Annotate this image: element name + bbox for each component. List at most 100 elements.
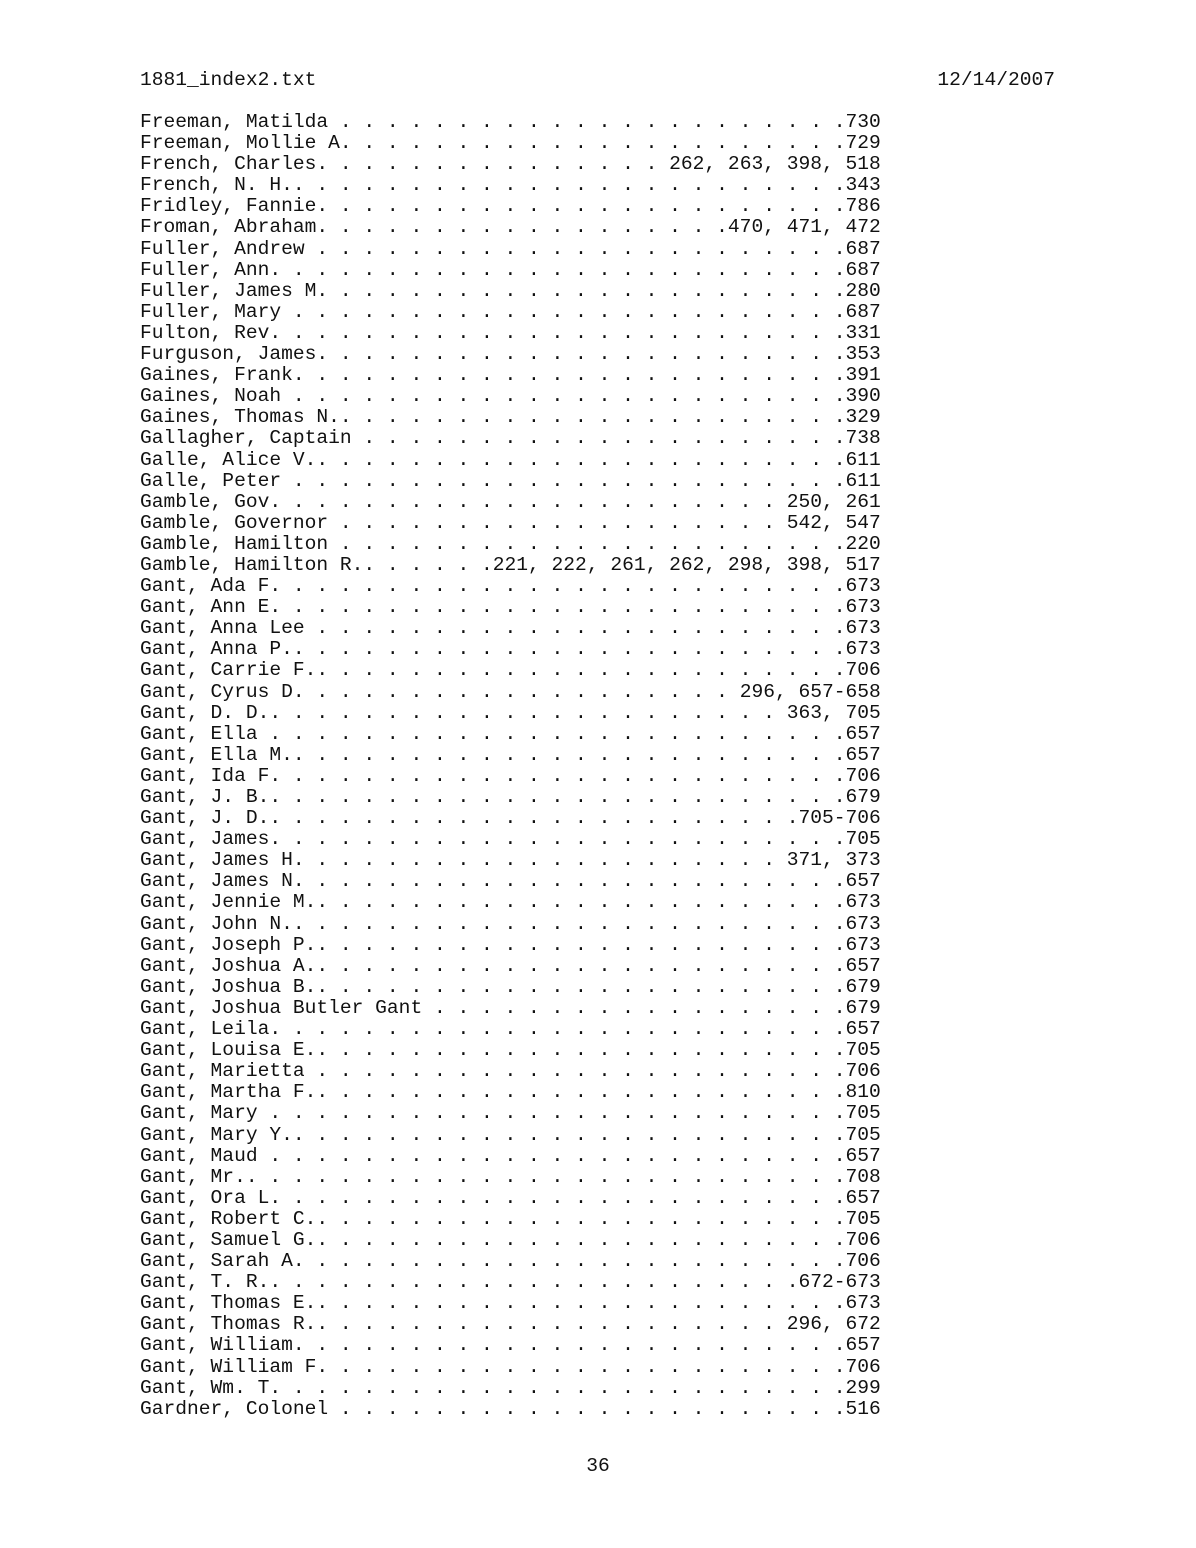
entry-name: Freeman, Matilda	[140, 111, 329, 133]
entry-pages: 706	[845, 1060, 881, 1083]
entry-name: Fuller, Mary	[140, 300, 282, 323]
dot-leader: . . . . . . . . . . . . . . . . . . . . …	[328, 111, 846, 133]
index-entry: Fuller, Mary . . . . . . . . . . . . . .…	[140, 300, 881, 323]
entry-name: French, N. H..	[140, 174, 305, 197]
dot-leader: . . . . . . . . . . . . . . . . . . . . …	[281, 385, 846, 408]
entry-name: Gant, Martha F.	[140, 1081, 317, 1104]
index-entry: Gant, Anna P.. . . . . . . . . . . . . .…	[140, 639, 881, 660]
index-entry: Froman, Abraham. . . . . . . . . . . . .…	[140, 217, 881, 238]
entry-name: Gant, Mr.	[140, 1165, 246, 1188]
entry-pages: 673	[845, 912, 881, 935]
dot-leader: . . . . . . . . . . . . . . . . . . . . …	[304, 1250, 846, 1273]
dot-leader: . . . . . .	[363, 553, 493, 576]
index-entry: Gant, Ada F. . . . . . . . . . . . . . .…	[140, 576, 881, 597]
dot-leader: . . . . . . . . . . . . . . . . . . . . …	[316, 1081, 846, 1104]
entry-pages: 706	[845, 764, 881, 787]
entry-pages: 296, 657-658	[739, 680, 881, 703]
dot-leader: . . . . . . . . . . . . . . . . . . . . …	[281, 1376, 846, 1399]
entry-name: Gant, Joshua B.	[140, 975, 317, 998]
dot-leader: . . . . . . . . . . . . . . . . .	[328, 216, 728, 239]
entry-name: Gant, Wm. T.	[140, 1376, 282, 1399]
index-entry: Gant, Joshua A.. . . . . . . . . . . . .…	[140, 954, 881, 977]
entry-name: Gant, Joshua A.	[140, 954, 317, 977]
dot-leader: . . . . . . . . . . . . . . . . . . . . …	[281, 596, 846, 619]
index-entry: Gant, Thomas R.. . . . . . . . . . . . .…	[140, 1314, 881, 1335]
page-number: 36	[586, 1455, 610, 1477]
entry-name: Gallagher, Captain	[140, 427, 352, 450]
entry-name: Gamble, Governor	[140, 511, 329, 534]
file-name: 1881_index2.txt	[140, 69, 317, 91]
index-entry: Gant, Mary . . . . . . . . . . . . . . .…	[140, 1103, 881, 1124]
entry-pages: 687	[845, 300, 881, 323]
entry-name: Gant, Ida F.	[140, 764, 282, 787]
index-entry: Fuller, Ann. . . . . . . . . . . . . . .…	[140, 258, 881, 281]
dot-leader: . . . . . . . . . . . . . . . . . . . . …	[316, 1207, 846, 1230]
entry-pages: 673	[845, 891, 881, 914]
dot-leader: . . . . . . . . . . . . . . . . . . . . …	[269, 807, 799, 830]
index-entry: Gant, J. D.. . . . . . . . . . . . . . .…	[140, 808, 881, 829]
index-entry: Gant, Cyrus D. . . . . . . . . . . . . .…	[140, 680, 881, 703]
entry-name: Gant, Carrie F.	[140, 659, 317, 682]
index-entry: Gant, William F. . . . . . . . . . . . .…	[140, 1355, 881, 1378]
entry-pages: 705	[845, 828, 881, 851]
dot-leader: . . . . . . . . . . . . . . . . . . . . …	[269, 701, 787, 724]
entry-pages: 657	[845, 870, 881, 893]
index-entry: Gant, Wm. T. . . . . . . . . . . . . . .…	[140, 1376, 881, 1399]
entry-pages: 679	[845, 975, 881, 998]
index-entry: Gaines, Noah . . . . . . . . . . . . . .…	[140, 386, 881, 407]
entry-pages: 705-706	[798, 807, 881, 830]
index-entry: French, N. H.. . . . . . . . . . . . . .…	[140, 175, 881, 196]
entry-pages: 687	[845, 258, 881, 281]
entry-pages: 363, 705	[786, 701, 881, 724]
index-list: Freeman, Matilda . . . . . . . . . . . .…	[140, 111, 881, 1420]
index-entry: Gant, Mr.. . . . . . . . . . . . . . . .…	[140, 1165, 881, 1188]
entry-pages: 296, 672	[786, 1313, 881, 1336]
dot-leader: . . . . . . . . . . . . . . . . . . . . …	[281, 469, 846, 492]
entry-pages: 542, 547	[786, 511, 881, 534]
dot-leader: . . . . . . . . . . . . . . . . . . . . …	[292, 743, 846, 766]
entry-name: Fuller, James M.	[140, 279, 329, 302]
entry-name: Gant, Ann E.	[140, 596, 282, 619]
index-entry: Gant, Thomas E.. . . . . . . . . . . . .…	[140, 1293, 881, 1314]
entry-pages: 706	[845, 659, 881, 682]
entry-name: Gant, Ella M.	[140, 743, 293, 766]
dot-leader: . . . . . . . . . . . . . . . . . . . . …	[316, 1228, 846, 1251]
index-entry: Gant, Joshua B.. . . . . . . . . . . . .…	[140, 975, 881, 998]
dot-leader: . . . . . . . . . . . . . . . . . . . . …	[328, 1355, 846, 1378]
entry-pages: 729	[845, 132, 881, 155]
dot-leader: . . . . . . . . . . . . . . . . . . . . …	[316, 933, 846, 956]
index-entry: Gamble, Gov. . . . . . . . . . . . . . .…	[140, 491, 881, 513]
entry-pages: 657	[845, 1144, 881, 1167]
dot-leader: . . . . . . . . . . . . . . . . . . . . …	[304, 174, 846, 197]
index-entry: Gant, Ella M.. . . . . . . . . . . . . .…	[140, 743, 881, 766]
dot-leader: . . . . . . . . . . . . . . . . . . . . …	[304, 870, 846, 893]
entry-name: Gaines, Noah	[140, 385, 282, 408]
index-entry: Fuller, Andrew . . . . . . . . . . . . .…	[140, 238, 881, 260]
index-entry: Gant, James N. . . . . . . . . . . . . .…	[140, 871, 881, 892]
entry-name: Fulton, Rev.	[140, 321, 282, 344]
dot-leader: . . . . . . . . . . . . . . . . . . . . …	[316, 448, 846, 471]
entry-pages: 329	[845, 406, 881, 429]
entry-pages: 706	[845, 1250, 881, 1273]
entry-pages: 262, 263, 398, 518	[669, 153, 881, 176]
entry-name: Gamble, Hamilton R.	[140, 553, 364, 576]
dot-leader: . . . . . . . . . . . . . . . . . . . . …	[281, 828, 846, 851]
dot-leader: . . . . . . . . . . . . . . . . . . . . …	[245, 1165, 846, 1188]
entry-name: Fridley, Fannie.	[140, 195, 329, 218]
dot-leader: . . . . . . . . . . . . . . . . . . . . …	[316, 659, 846, 682]
entry-name: Furguson, James.	[140, 343, 329, 366]
dot-leader: . . . . . . . . . . . . . . . . . . . . …	[328, 1397, 846, 1420]
entry-name: Gant, James N.	[140, 870, 305, 893]
index-entry: Gant, Ora L. . . . . . . . . . . . . . .…	[140, 1187, 881, 1209]
entry-name: Gant, Marietta	[140, 1060, 305, 1083]
index-entry: French, Charles. . . . . . . . . . . . .…	[140, 154, 881, 175]
dot-leader: . . . . . . . . . . . . . . . . . . . . …	[281, 300, 846, 323]
entry-pages: 611	[845, 448, 881, 471]
entry-name: Gant, Ella	[140, 722, 258, 745]
dot-leader: . . . . . . . . . . . . . . . . . . . . …	[351, 427, 846, 450]
dot-leader: . . . . . . . . . . . . . . . . . . . . …	[281, 258, 846, 281]
entry-pages: 657	[845, 1334, 881, 1357]
entry-pages: 390	[845, 385, 881, 408]
dot-leader: . . . . . . . . . . . . . . . . . . . . …	[281, 764, 846, 787]
index-entry: Gant, James H. . . . . . . . . . . . . .…	[140, 850, 881, 871]
